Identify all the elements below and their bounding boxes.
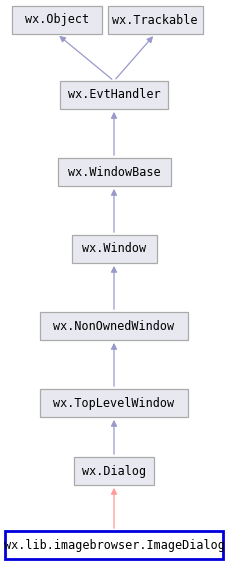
Text: wx.WindowBase: wx.WindowBase [67, 166, 160, 178]
Bar [60, 81, 167, 109]
Bar [5, 531, 222, 559]
Text: wx.lib.imagebrowser.ImageDialog: wx.lib.imagebrowser.ImageDialog [4, 538, 223, 552]
Bar [74, 457, 153, 485]
Bar [12, 6, 101, 34]
Text: wx.Dialog: wx.Dialog [81, 464, 146, 478]
Text: wx.Window: wx.Window [81, 242, 146, 256]
Text: wx.EvtHandler: wx.EvtHandler [67, 88, 160, 102]
Text: wx.Trackable: wx.Trackable [112, 13, 197, 27]
Text: wx.NonOwnedWindow: wx.NonOwnedWindow [53, 320, 174, 332]
Text: wx.TopLevelWindow: wx.TopLevelWindow [53, 396, 174, 410]
Bar [57, 158, 170, 186]
Bar [40, 312, 187, 340]
Bar [40, 389, 187, 417]
Bar [71, 235, 156, 263]
Text: wx.Object: wx.Object [25, 13, 89, 27]
Bar [107, 6, 202, 34]
